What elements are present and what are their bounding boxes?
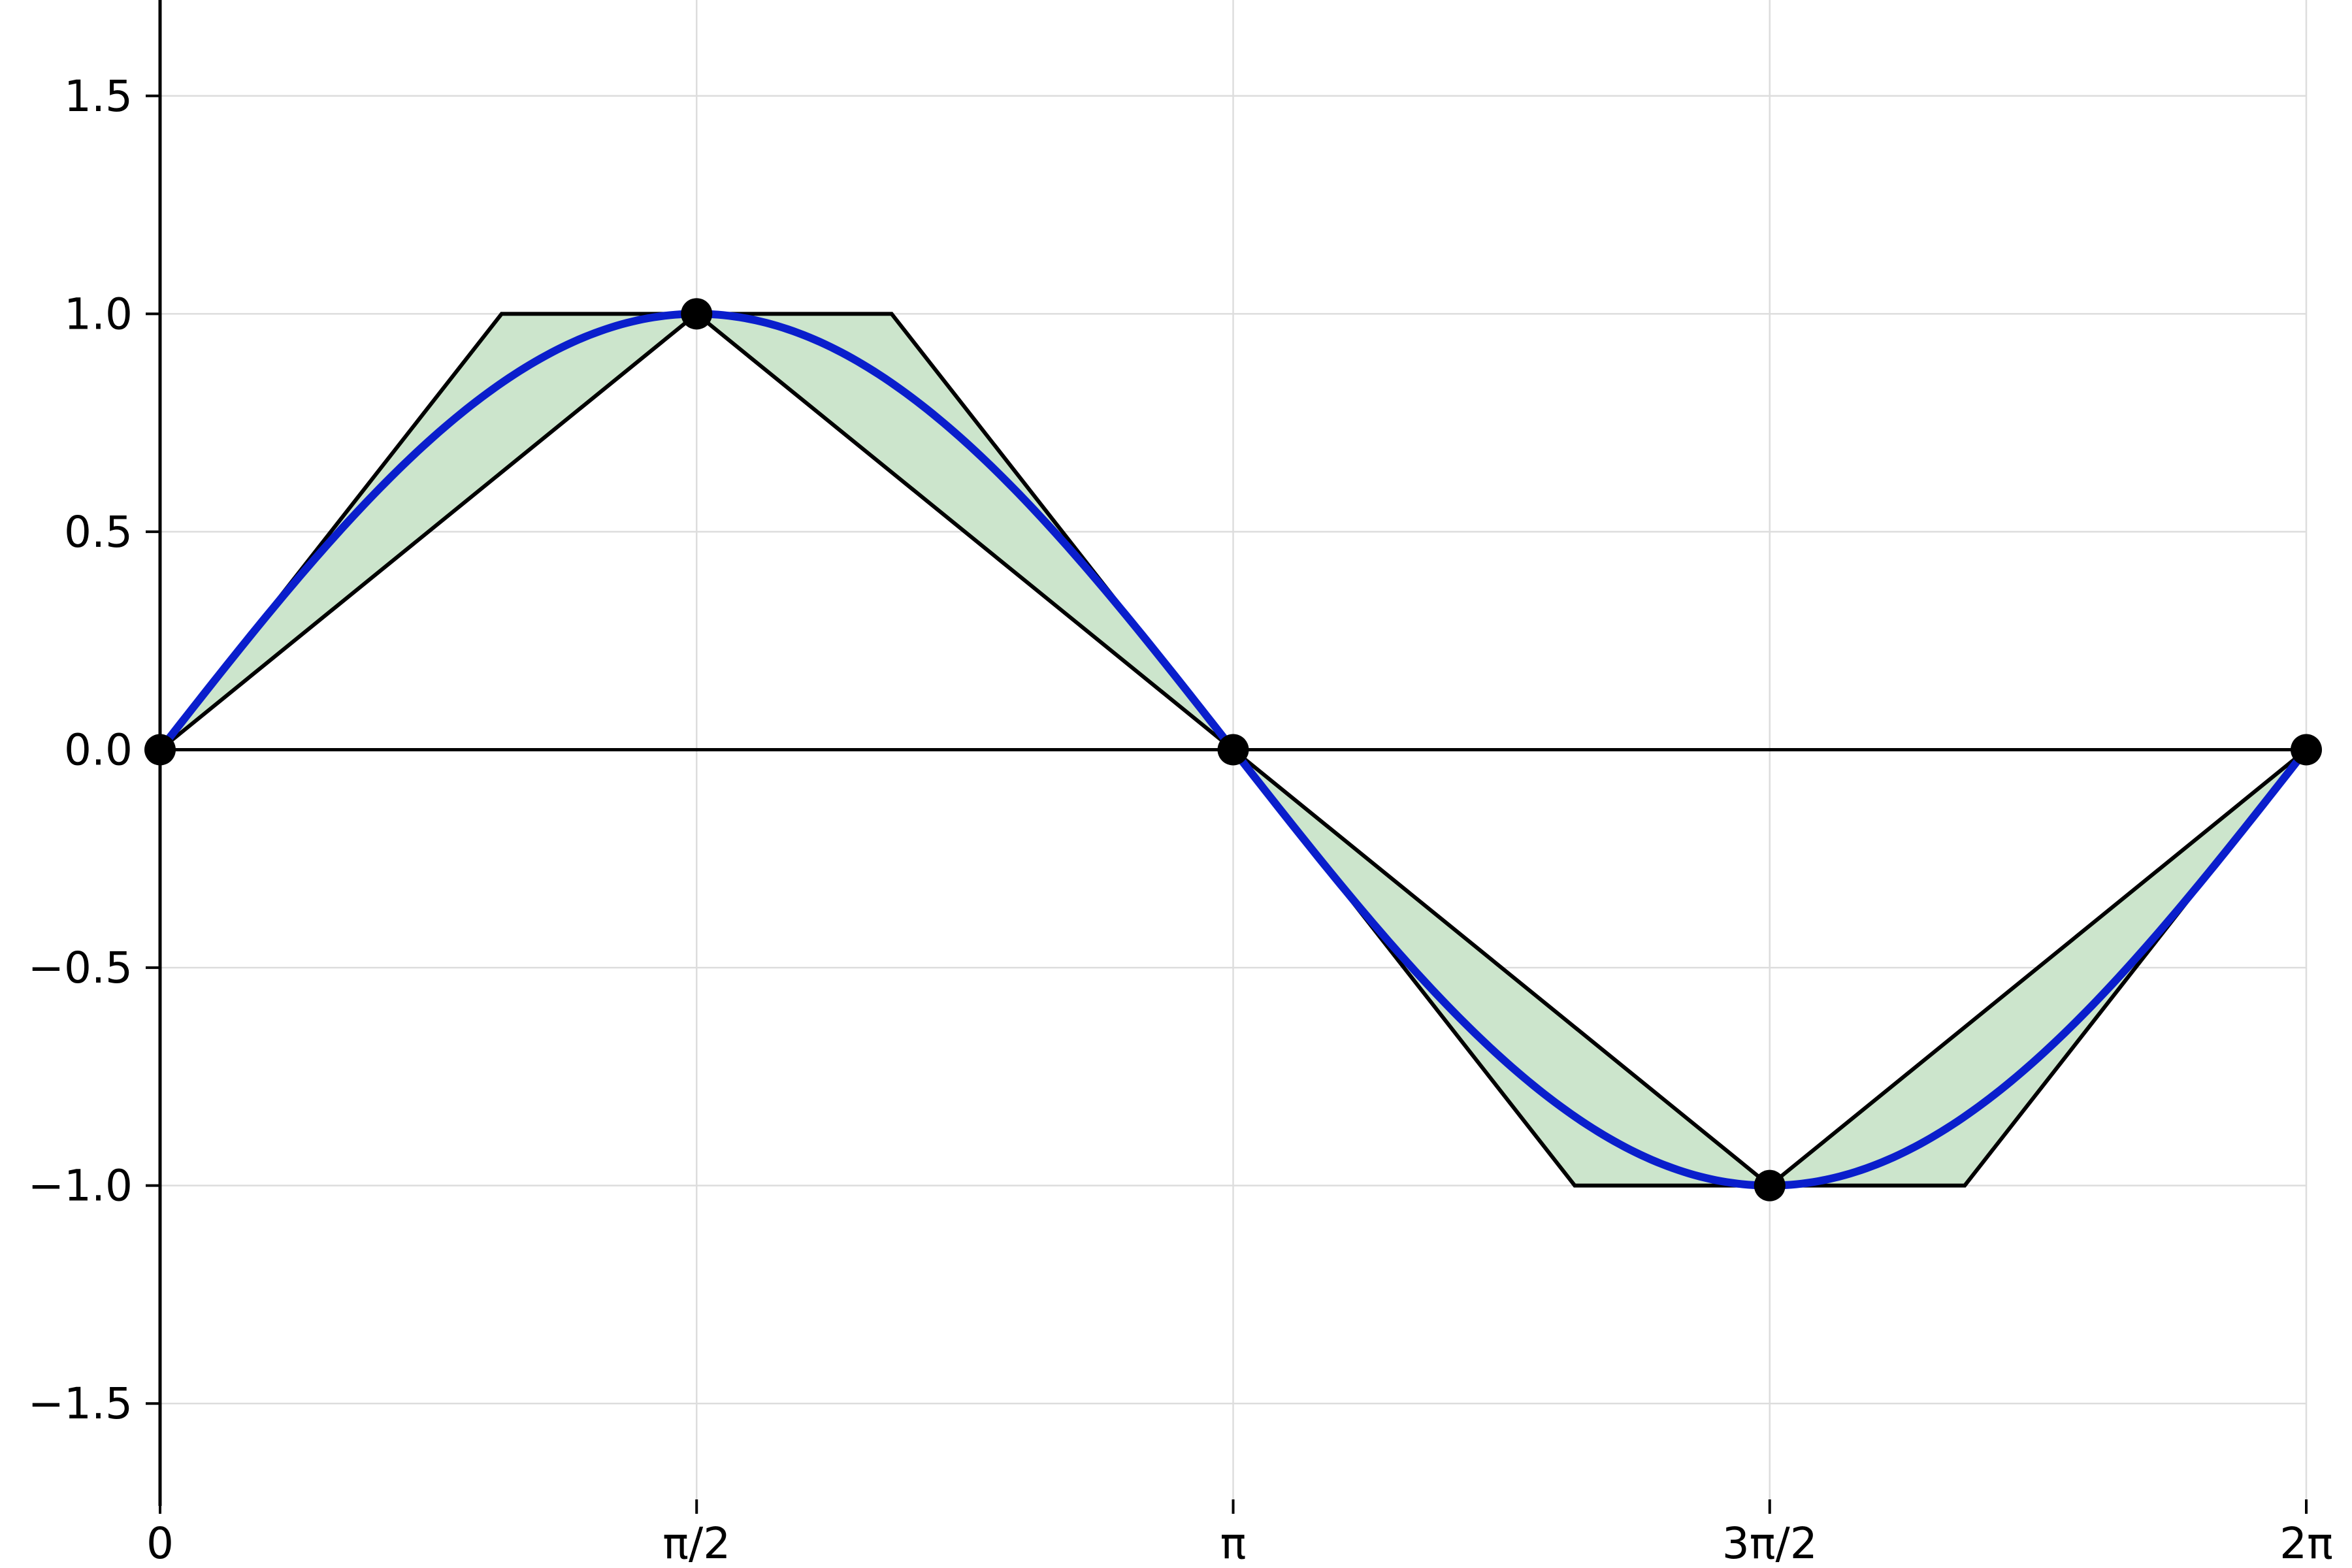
x-tick-label: π/2 [662,1518,730,1568]
envelope-lines [158,311,2308,1188]
y-tick-label: 1.5 [64,71,133,122]
x-tick-label: 3π/2 [1722,1518,1818,1568]
x-tick-label: 0 [146,1518,174,1568]
data-point [2291,734,2322,766]
data-point [144,734,176,766]
upper-envelope-line [158,312,2308,1188]
x-tick-label: 2π [2279,1518,2333,1568]
y-tick-label: 0.0 [64,725,133,776]
data-point [681,298,713,330]
data-points [144,298,2322,1201]
y-tick-label: −1.0 [28,1161,133,1211]
data-point [1217,734,1249,766]
tick-labels: 1.5 1.0 0.5 0.0 −0.5 −1.0 −1.5 0 π/2 π 3π/2 2π [28,71,2333,1568]
lower-envelope-line [159,311,2308,1188]
x-tick-label: π [1220,1518,1247,1568]
y-tick-label: −0.5 [28,943,133,993]
y-tick-label: 0.5 [64,507,133,557]
data-point [1754,1169,1786,1201]
y-tick-label: −1.5 [28,1379,133,1429]
y-tick-label: 1.0 [64,289,133,339]
